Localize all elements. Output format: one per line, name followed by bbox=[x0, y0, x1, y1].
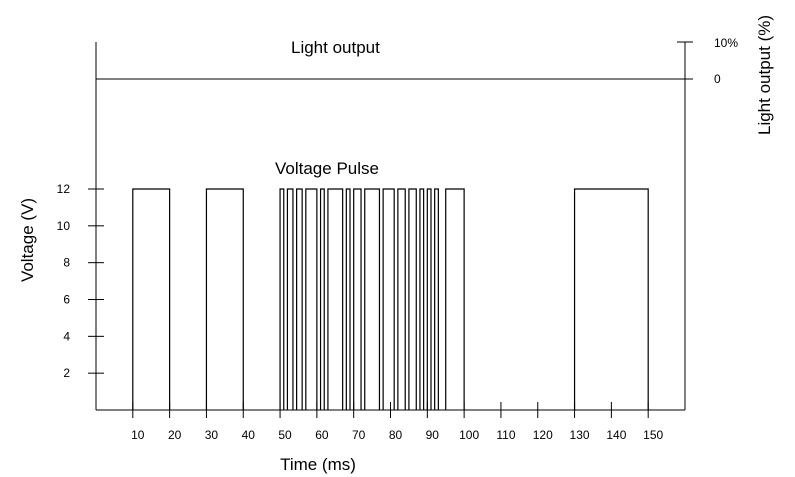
right-tick-label-0: 0 bbox=[714, 72, 721, 86]
y-tick-label: 12 bbox=[57, 182, 71, 196]
right-tick-label-10pct: 10% bbox=[714, 36, 738, 50]
voltage-pulse bbox=[319, 188, 325, 410]
voltage-pulse bbox=[397, 188, 406, 410]
y-tick-label: 6 bbox=[63, 293, 70, 307]
x-tick-label: 110 bbox=[496, 428, 515, 442]
voltage-pulse bbox=[434, 188, 439, 410]
y-tick-label: 4 bbox=[63, 329, 70, 343]
x-tick-label: 80 bbox=[389, 428, 403, 442]
voltage-pulse bbox=[382, 188, 395, 410]
y-tick-label: 2 bbox=[63, 366, 70, 380]
y-tick-label: 10 bbox=[57, 219, 71, 233]
voltage-pulse bbox=[408, 188, 417, 410]
x-axis-title: Time (ms) bbox=[280, 455, 356, 474]
x-tick-label: 20 bbox=[168, 428, 182, 442]
voltage-pulse bbox=[445, 188, 465, 410]
voltage-pulse-title: Voltage Pulse bbox=[275, 159, 379, 178]
voltage-pulse bbox=[305, 188, 318, 410]
voltage-pulse bbox=[296, 188, 303, 410]
right-axis-title: Light output (%) bbox=[755, 15, 774, 135]
x-tick-label: 140 bbox=[606, 428, 626, 442]
voltage-pulse bbox=[426, 188, 432, 410]
voltage-pulse bbox=[132, 188, 171, 410]
x-tick-label: 60 bbox=[315, 428, 329, 442]
x-tick-label: 90 bbox=[426, 428, 440, 442]
y-axis-title: Voltage (V) bbox=[18, 198, 37, 282]
voltage-pulse bbox=[353, 188, 362, 410]
x-tick-label: 10 bbox=[131, 428, 145, 442]
x-tick-label: 120 bbox=[533, 428, 553, 442]
y-ticks: 2 4 6 8 10 12 bbox=[57, 182, 104, 380]
x-tick-label: 150 bbox=[643, 428, 663, 442]
light-output-title: Light output bbox=[291, 38, 380, 57]
voltage-pulse bbox=[364, 188, 381, 410]
voltage-pulse bbox=[419, 188, 425, 410]
voltage-pulse bbox=[205, 188, 244, 410]
x-tick-label: 30 bbox=[205, 428, 219, 442]
x-tick-label: 100 bbox=[459, 428, 479, 442]
x-tick-label: 130 bbox=[570, 428, 590, 442]
voltage-pulses bbox=[132, 188, 649, 410]
x-tick-label: 70 bbox=[352, 428, 366, 442]
x-tick-label: 50 bbox=[278, 428, 292, 442]
voltage-pulse bbox=[573, 188, 649, 410]
voltage-pulse bbox=[327, 188, 344, 410]
x-tick-label: 40 bbox=[242, 428, 256, 442]
voltage-pulse bbox=[286, 188, 294, 410]
y-tick-label: 8 bbox=[63, 256, 70, 270]
voltage-pulse bbox=[345, 188, 351, 410]
voltage-pulse bbox=[279, 188, 285, 410]
